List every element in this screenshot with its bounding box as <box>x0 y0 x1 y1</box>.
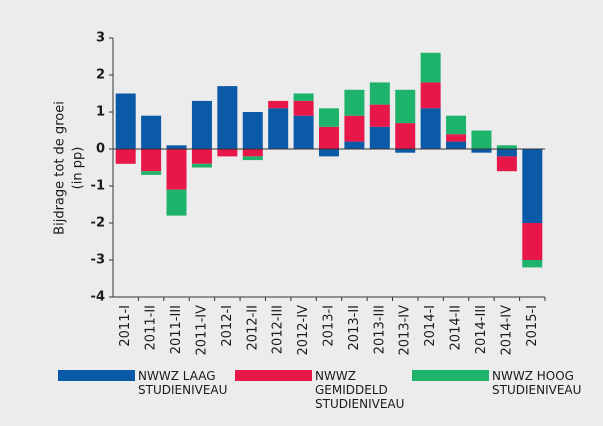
bar <box>319 108 339 127</box>
bar <box>293 100 314 116</box>
bar <box>446 141 467 149</box>
bar <box>344 89 365 116</box>
bar <box>217 149 238 157</box>
bar <box>369 104 390 127</box>
y-tick-label: 1 <box>96 105 105 120</box>
bar <box>268 108 289 149</box>
bar <box>319 126 339 149</box>
x-tick-label: 2011-III <box>169 305 184 354</box>
bar <box>319 149 339 157</box>
bar <box>446 115 467 135</box>
bar <box>496 145 517 149</box>
bar <box>166 149 187 190</box>
bar <box>344 141 365 149</box>
bar <box>242 156 263 161</box>
bar <box>141 115 162 149</box>
bar <box>115 149 136 164</box>
y-tick-label: 2 <box>96 68 105 83</box>
bar <box>496 149 517 157</box>
bar <box>166 145 187 149</box>
y-tick-label: -2 <box>91 216 105 231</box>
bar <box>191 100 212 149</box>
bar <box>395 123 416 149</box>
bar <box>395 89 416 124</box>
bar <box>420 108 441 149</box>
bar <box>242 149 263 157</box>
bar <box>115 93 136 149</box>
y-tick-label: 3 <box>96 31 105 46</box>
bar <box>191 149 212 164</box>
y-tick-label: -1 <box>91 179 105 194</box>
bar <box>522 260 543 268</box>
bar <box>268 100 289 109</box>
x-tick-label: 2014-III <box>474 305 489 354</box>
legend-swatch <box>412 370 489 381</box>
bar <box>420 52 441 83</box>
bar <box>369 126 390 149</box>
x-tick-label: 2013-II <box>347 305 362 350</box>
y-tick-label: -4 <box>91 290 105 305</box>
bar <box>344 115 365 142</box>
x-tick-label: 2013-I <box>322 305 337 347</box>
legend-label: NWWZ GEMIDDELD STUDIENIVEAU <box>315 369 405 411</box>
bar <box>141 171 162 175</box>
x-tick-label: 2012-III <box>271 305 286 354</box>
x-tick-label: 2014-IV <box>499 305 514 356</box>
x-tick-label: 2015-I <box>525 305 540 347</box>
bar <box>522 149 543 223</box>
bar <box>471 149 492 153</box>
x-tick-label: 2012-IV <box>296 305 311 356</box>
x-tick-label: 2011-I <box>118 305 133 347</box>
x-tick-label: 2011-IV <box>194 305 209 356</box>
bar <box>293 115 314 149</box>
x-tick-label: 2011-II <box>144 305 159 350</box>
legend-swatch <box>58 370 135 381</box>
bar <box>191 163 212 168</box>
legend-swatch <box>235 370 312 381</box>
y-tick-label: -3 <box>91 253 105 268</box>
bar <box>522 223 543 260</box>
legend-label: NWWZ LAAG STUDIENIVEAU <box>138 369 228 397</box>
bar <box>496 156 517 172</box>
bar <box>141 149 162 172</box>
bar <box>369 82 390 105</box>
x-tick-label: 2014-II <box>449 305 464 350</box>
bar <box>242 112 263 149</box>
legend-label: NWWZ HOOG STUDIENIVEAU <box>492 369 582 397</box>
x-tick-label: 2013-III <box>372 305 387 354</box>
bar <box>166 189 187 216</box>
y-axis-label: Bijdrage tot de groei <box>53 101 68 235</box>
bar <box>293 93 314 101</box>
bar <box>446 134 467 142</box>
bar <box>395 149 416 153</box>
bar <box>420 82 441 109</box>
x-tick-label: 2012-II <box>245 305 260 350</box>
y-tick-label: 0 <box>96 142 105 157</box>
x-tick-label: 2012-I <box>220 305 235 347</box>
y-axis-label: (in pp) <box>71 147 86 190</box>
x-tick-label: 2013-IV <box>398 305 413 356</box>
bar <box>217 86 238 149</box>
bar <box>471 130 492 149</box>
x-tick-label: 2014-I <box>423 305 438 347</box>
